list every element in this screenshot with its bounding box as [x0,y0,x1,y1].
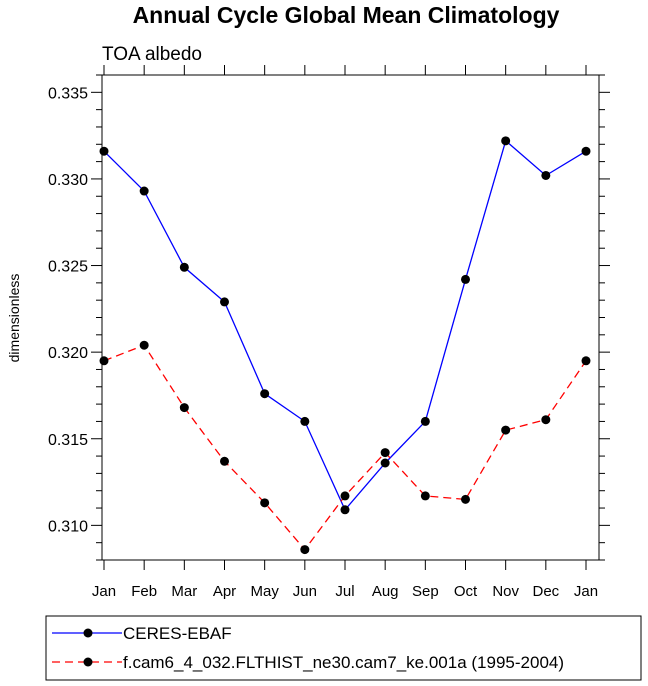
data-point-ceres-ebaf [420,416,430,426]
data-point-ceres-ebaf [220,297,229,307]
legend-marker-model [83,657,93,667]
data-point-ceres-ebaf [461,274,470,284]
chart-subtitle: TOA albedo [102,44,202,65]
data-point-model [179,403,189,413]
chart-title: Annual Cycle Global Mean Climatology [133,2,560,28]
x-tick-label: Dec [532,583,559,600]
x-tick-label: Jan [574,583,598,600]
data-point-ceres-ebaf [340,505,350,515]
data-point-ceres-ebaf [541,170,551,180]
x-tick-label: Jun [293,583,317,600]
data-point-model [380,448,390,458]
data-point-model [139,340,149,350]
data-point-model [300,545,310,555]
series-line-model [103,344,587,551]
data-point-ceres-ebaf [260,389,270,399]
data-point-model [461,494,470,504]
x-tick-label: Mar [171,583,197,600]
data-point-ceres-ebaf [581,146,591,156]
x-tick-label: Apr [213,583,236,600]
data-point-model [541,415,551,425]
data-point-model [581,356,591,366]
y-tick-label: 0.320 [48,345,88,362]
data-point-ceres-ebaf [99,146,109,156]
data-point-model [220,456,229,466]
legend-label-ceres-ebaf: CERES-EBAF [123,624,232,643]
x-tick-label: Nov [492,583,519,600]
y-tick-label: 0.325 [48,259,88,276]
data-point-ceres-ebaf [139,186,149,196]
legend: CERES-EBAF f.cam6_4_032.FLTHIST_ne30.cam… [45,615,642,681]
y-axis-label: dimensionless [6,274,22,363]
data-point-ceres-ebaf [300,416,310,426]
data-point-model [260,498,270,508]
y-tick-label: 0.330 [48,172,88,189]
series-line-ceres-ebaf [103,139,587,511]
data-point-model [99,356,109,366]
legend-box [45,615,642,681]
data-point-ceres-ebaf [380,458,390,468]
y-tick-label: 0.335 [48,85,88,102]
data-point-model [501,425,511,435]
x-tick-label: Feb [131,583,157,600]
x-tick-label: Jan [92,583,116,600]
legend-label-model: f.cam6_4_032.FLTHIST_ne30.cam7_ke.001a (… [123,653,564,672]
data-point-ceres-ebaf [179,262,189,272]
y-tick-label: 0.315 [48,432,88,449]
x-tick-label: Sep [412,583,439,600]
x-tick-label: Oct [454,583,478,600]
x-tick-label: Aug [372,583,399,600]
data-point-model [420,491,430,501]
x-tick-label: May [250,583,279,600]
plot-frame [101,74,600,561]
data-point-model [340,491,350,501]
legend-marker-ceres-ebaf [83,628,93,638]
x-tick-label: Jul [335,583,354,600]
data-point-ceres-ebaf [501,136,511,146]
y-tick-label: 0.310 [48,518,88,535]
